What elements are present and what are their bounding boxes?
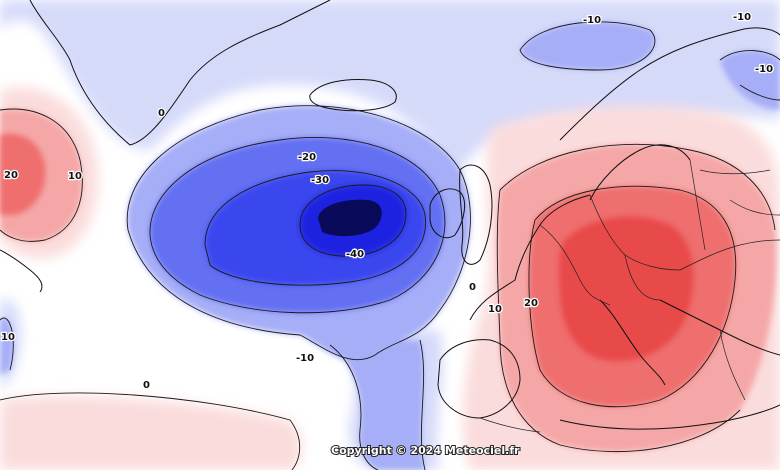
copyright-text: Copyright © 2024 Meteociel.fr	[331, 444, 520, 457]
label-zero-iberia: 0	[469, 282, 476, 293]
british-isles-coast	[429, 188, 466, 239]
label-north-10-c: -10	[755, 64, 773, 75]
label-north-10-b: -10	[733, 12, 751, 23]
label-europe-20: 20	[524, 298, 538, 309]
iberia-coast	[437, 339, 521, 419]
label-zero-greenland: 0	[158, 108, 165, 119]
scandinavia-coast	[559, 27, 780, 141]
contour-lines	[0, 21, 780, 470]
italy-coast	[599, 299, 666, 386]
low-core	[318, 199, 382, 237]
label-west-20: 20	[4, 170, 18, 181]
label-zero-south: 0	[143, 380, 150, 391]
label-europe-10: 10	[488, 304, 502, 315]
label-low-20: -20	[298, 152, 316, 163]
label-west-edge-10: 10	[1, 332, 15, 343]
greenland-coast	[29, 0, 331, 146]
country-borders	[479, 159, 780, 433]
label-low-30: -30	[311, 175, 329, 186]
contour-labels: -40 -30 -20 -10 -10 -10 -10 0 0 0 20 10 …	[0, 11, 774, 393]
label-low-10-south: -10	[296, 353, 314, 364]
iceland-coast	[309, 79, 397, 112]
label-low-center-40: -40	[346, 249, 364, 260]
positive-core-field	[558, 216, 694, 361]
label-north-10-a: -10	[583, 15, 601, 26]
label-west-10: 10	[68, 171, 82, 182]
europe-west-coast	[469, 194, 591, 321]
